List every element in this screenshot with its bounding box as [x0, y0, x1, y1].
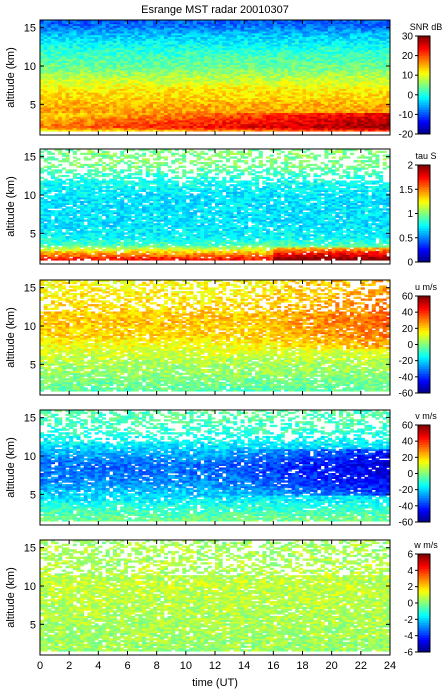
heatmap-SNR	[40, 20, 390, 132]
x-axis-label: time (UT)	[192, 677, 238, 689]
chart-title: Esrange MST radar 20010307	[141, 4, 289, 16]
